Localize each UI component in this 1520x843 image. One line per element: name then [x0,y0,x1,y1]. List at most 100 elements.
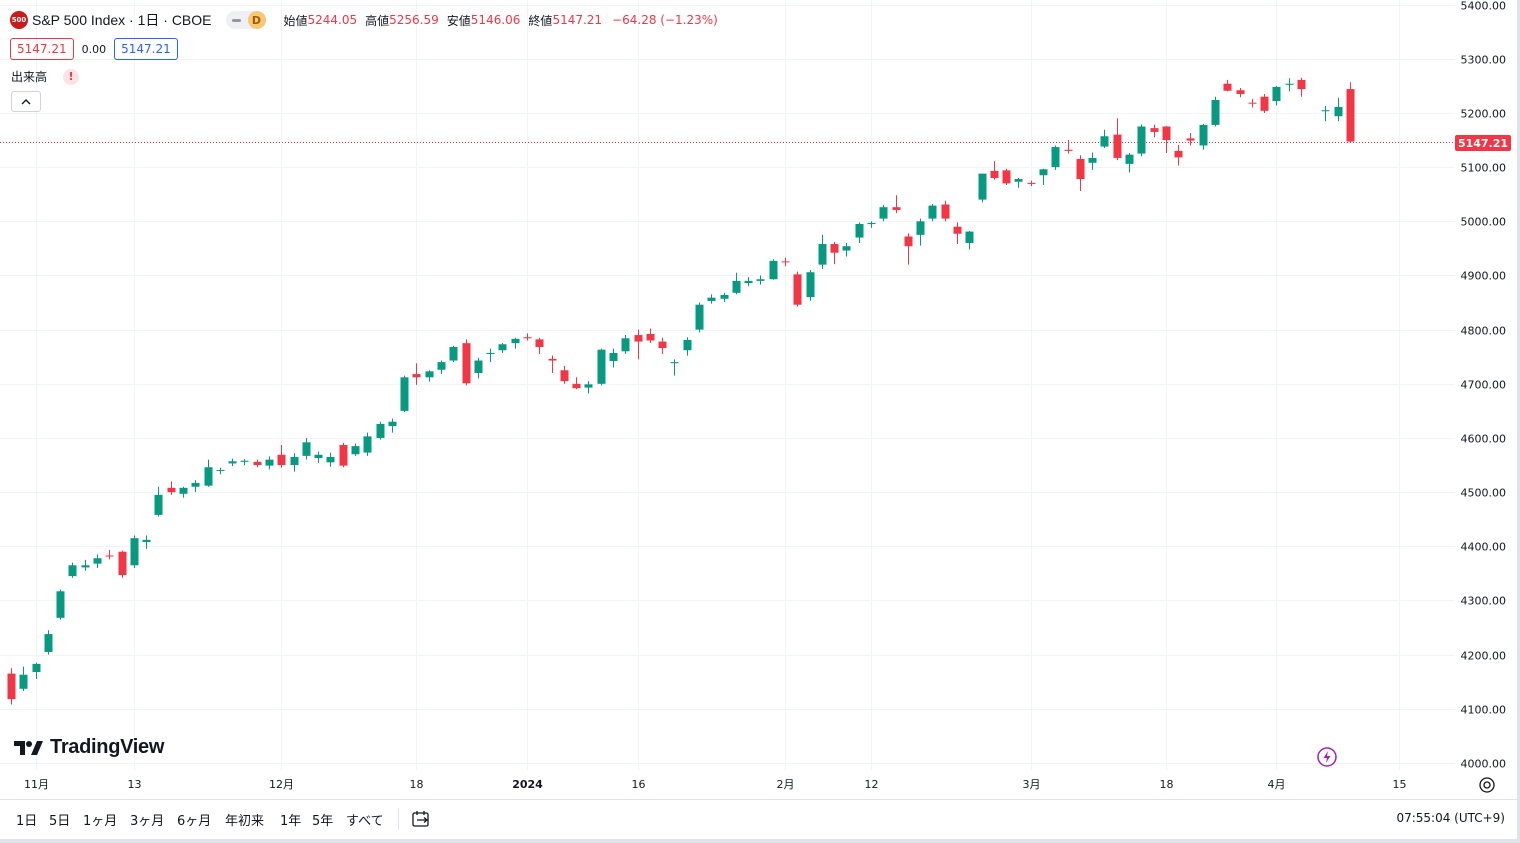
range-1m-button[interactable]: 1ヶ月 [83,814,118,829]
symbol-legend: 500 S&P 500 Index · 1日 · CBOE D 始値 5244.… [10,9,718,31]
price-tick-label: 4100.00 [1461,704,1507,717]
candle-body [904,236,913,247]
candle-body [523,337,532,339]
range-all-button[interactable]: すべて [346,814,384,829]
candle-body [19,674,28,689]
range-5y-button[interactable]: 5年 [312,814,334,829]
candle [216,467,225,475]
symbol-logo[interactable]: 500 [10,11,28,29]
clock-timezone[interactable]: 07:55:04 (UTC+9) [1396,811,1505,825]
candle [904,233,913,265]
candle-body [1014,179,1023,182]
candle [953,222,962,245]
candle-body [720,294,729,299]
symbol-title[interactable]: S&P 500 Index · 1日 · CBOE [32,12,212,28]
candle [1272,85,1281,106]
range-ytd-button[interactable]: 年初来 [225,814,265,829]
time-tick-label: 11月 [24,778,49,791]
candle [621,335,630,355]
candle-body [695,304,704,330]
candle-body [1223,83,1232,91]
bottom-toolbar: 1日 5日 1ヶ月 3ヶ月 6ヶ月 年初来 1年 5年 すべて 07:55:04… [0,799,1517,839]
candle [1346,82,1355,143]
candle [167,481,176,495]
candle [1297,77,1306,97]
candle-body [400,377,409,411]
candle-body [228,461,237,464]
candle-body [449,346,458,361]
candle-body [634,335,643,342]
candle-body [118,551,127,576]
candle [68,562,77,578]
candle [486,348,495,363]
candle-body [1211,99,1220,125]
candle-body [1113,134,1122,158]
candle-body [609,352,618,362]
price-tick-label: 4600.00 [1461,433,1507,446]
candle-body [1174,150,1183,158]
candle [1162,125,1171,154]
time-axis[interactable]: 11月 13 12月 18 2024 16 2月 12 3月 18 4月 15 [24,778,1407,791]
candle-body [314,454,323,459]
candle-body [1125,154,1134,164]
buy-button[interactable]: 5147.21 [114,38,178,60]
candle-body [584,384,593,388]
candle-body [806,272,815,298]
candle [56,589,65,620]
candle-body [756,279,765,281]
tradingview-logo[interactable]: TradingView [14,736,164,759]
candle [474,357,483,379]
price-tick-label: 4700.00 [1461,379,1507,392]
candle-body [572,383,581,389]
candle [806,270,815,301]
gear-icon[interactable] [1478,776,1496,794]
candle [683,337,692,356]
candle [511,337,520,349]
calendar-goto-icon[interactable] [410,808,432,830]
price-tick-label: 4400.00 [1461,541,1507,554]
candle [290,453,299,472]
candle-body [105,555,114,557]
data-source-pill[interactable]: D [225,11,266,29]
candle [1150,124,1159,138]
candle-body [462,343,471,384]
candle [1321,105,1330,122]
warning-icon[interactable]: ! [63,68,80,85]
price-tick-label: 4500.00 [1461,487,1507,500]
candle-body [1051,147,1060,168]
sell-button[interactable]: 5147.21 [10,38,74,60]
candle-body [830,244,839,253]
candle [118,550,127,578]
candle [1039,168,1048,186]
candle [756,275,765,285]
candle [19,666,28,691]
candle-body [941,204,950,219]
candle-body [1297,79,1306,90]
volume-indicator[interactable]: 出来高 ! [11,68,80,85]
candle-body [978,173,987,200]
price-axis[interactable]: 4000.00 4100.00 4200.00 4300.00 4400.00 4500.… [1461,0,1507,771]
candle [449,345,458,363]
lightning-icon[interactable] [1317,747,1337,767]
candle [388,418,397,433]
candle [1186,133,1195,146]
candle [965,231,974,250]
candle-body [44,634,53,652]
candle [425,370,434,382]
candle [830,241,839,265]
candlestick-chart[interactable]: 4000.00 4100.00 4200.00 4300.00 4400.00 4500.… [0,0,1517,799]
candle-body [1100,136,1109,147]
range-3m-button[interactable]: 3ヶ月 [130,814,165,829]
last-price-tag: 5147.21 [1455,135,1511,151]
range-6m-button[interactable]: 6ヶ月 [177,814,212,829]
toolbar-divider [398,808,399,830]
range-1y-button[interactable]: 1年 [280,814,302,829]
candle-body [277,454,286,466]
candle [351,443,360,456]
range-5d-button[interactable]: 5日 [49,814,71,829]
range-1d-button[interactable]: 1日 [16,814,38,829]
grid [0,0,1455,770]
candle-body [953,226,962,234]
collapse-indicators-button[interactable] [11,91,41,112]
